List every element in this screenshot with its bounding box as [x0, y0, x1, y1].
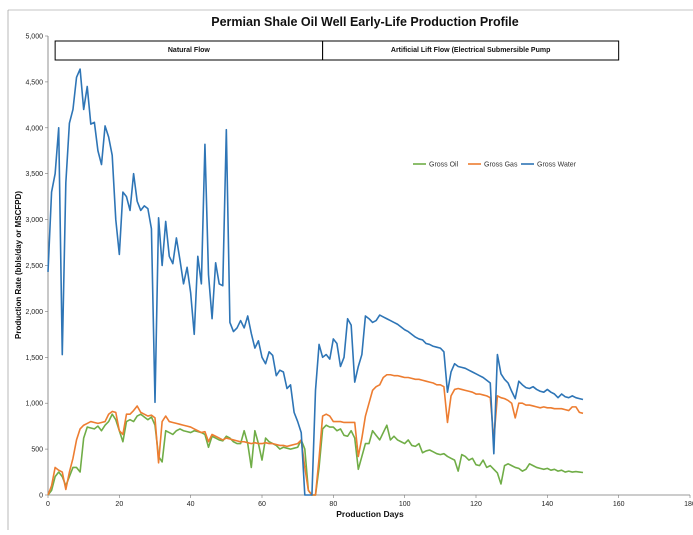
- y-tick-label: 3,000: [25, 217, 43, 224]
- legend-item-gross-gas: Gross Gas: [468, 162, 518, 169]
- chart-title: Permian Shale Oil Well Early-Life Produc…: [211, 15, 519, 29]
- x-tick-label: 60: [258, 501, 266, 508]
- x-tick-label: 80: [329, 501, 337, 508]
- y-tick-label: 4,500: [25, 79, 43, 86]
- legend: Gross Oil Gross Gas Gross Water: [413, 162, 577, 169]
- y-tick-label: 2,000: [25, 309, 43, 316]
- x-tick-label: 140: [541, 501, 553, 508]
- phase-annotations: Natural Flow Artificial Lift Flow (Electr…: [54, 40, 620, 61]
- phase-annotation-artificial-lift: Artificial Lift Flow (Electrical Submers…: [322, 40, 620, 61]
- y-tick-label: 0: [39, 493, 43, 500]
- x-tick-label: 160: [613, 501, 625, 508]
- x-tick-label: 120: [470, 501, 482, 508]
- y-tick-label: 1,500: [25, 355, 43, 362]
- legend-label: Gross Water: [537, 162, 577, 169]
- x-tick-label: 180: [684, 501, 693, 508]
- x-tick-label: 100: [399, 501, 411, 508]
- y-tick-label: 4,000: [25, 125, 43, 132]
- y-tick-label: 2,500: [25, 263, 43, 270]
- legend-label: Gross Gas: [484, 162, 518, 169]
- legend-label: Gross Oil: [429, 162, 459, 169]
- series-lines: [47, 68, 584, 496]
- y-axis-label: Production Rate (bbls/day or MSCFPD): [14, 191, 23, 339]
- x-tick-label: 40: [187, 501, 195, 508]
- x-tick-label: 0: [46, 501, 50, 508]
- legend-item-gross-oil: Gross Oil: [413, 162, 459, 169]
- y-tick-label: 500: [31, 447, 43, 454]
- phase-annotation-natural-flow: Natural Flow: [54, 40, 324, 61]
- y-tick-label: 1,000: [25, 401, 43, 408]
- legend-item-gross-water: Gross Water: [521, 162, 577, 169]
- x-axis-label: Production Days: [336, 509, 404, 519]
- phase-label: Artificial Lift Flow (Electrical Submers…: [391, 47, 550, 54]
- phase-box: [322, 40, 620, 61]
- y-tick-label: 3,500: [25, 171, 43, 178]
- y-tick-label: 5,000: [25, 34, 43, 41]
- x-tick-label: 20: [115, 501, 123, 508]
- phase-label: Natural Flow: [168, 47, 211, 54]
- series-line-gross-water: [47, 68, 584, 496]
